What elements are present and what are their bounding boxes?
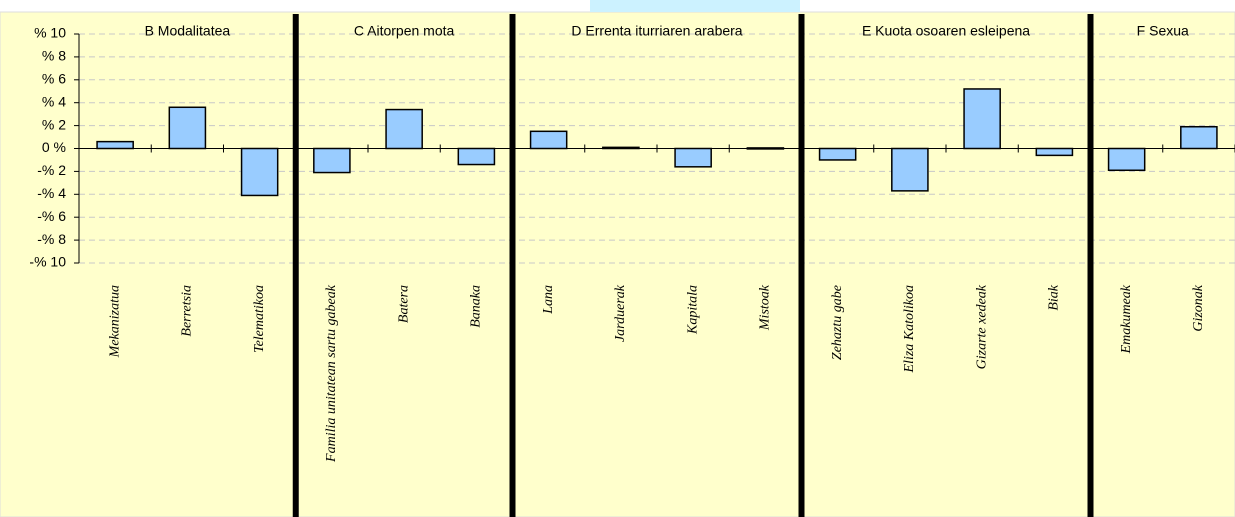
x-tick-label: Biak bbox=[1047, 284, 1062, 310]
x-tick-label: Berretsia bbox=[180, 285, 195, 337]
y-tick-label: -% 10 bbox=[29, 254, 66, 270]
bar bbox=[1107, 147, 1146, 172]
bar bbox=[818, 147, 857, 161]
x-tick-label: Telematikoa bbox=[252, 285, 267, 353]
bar bbox=[963, 88, 1001, 150]
y-tick-label: % 4 bbox=[42, 93, 66, 109]
y-tick-label: -% 8 bbox=[37, 231, 66, 247]
x-tick-label: Banaka bbox=[469, 285, 484, 328]
bar bbox=[674, 147, 712, 168]
group-title: F Sexua bbox=[1137, 23, 1189, 39]
y-tick-label: -% 6 bbox=[37, 208, 66, 224]
bar bbox=[746, 147, 785, 150]
group-title: D Errenta iturriaren arabera bbox=[571, 23, 742, 39]
bar bbox=[313, 147, 351, 174]
y-tick-label: % 10 bbox=[34, 25, 66, 41]
group-title: E Kuota osoaren esleipena bbox=[862, 23, 1030, 39]
x-tick-label: Emakumeak bbox=[1119, 284, 1134, 354]
bar bbox=[529, 130, 568, 150]
group-title: B Modalitatea bbox=[145, 23, 231, 39]
x-tick-label: Mistoak bbox=[758, 284, 773, 331]
x-tick-label: Jarduerak bbox=[613, 284, 628, 342]
bar bbox=[457, 147, 496, 166]
x-tick-label: Zehaztu gabe bbox=[830, 285, 845, 360]
bar bbox=[1180, 125, 1218, 150]
y-tick-label: -% 4 bbox=[37, 185, 66, 201]
x-tick-label: Batera bbox=[396, 285, 411, 323]
y-tick-label: 0 % bbox=[42, 139, 66, 155]
group-title: C Aitorpen mota bbox=[354, 23, 455, 39]
y-tick-label: % 8 bbox=[42, 48, 66, 64]
y-tick-label: -% 2 bbox=[37, 162, 66, 178]
x-tick-label: Mekanizatua bbox=[107, 285, 122, 358]
header-strip bbox=[590, 0, 800, 12]
x-tick-label: Gizonak bbox=[1191, 284, 1206, 331]
bar bbox=[168, 106, 207, 150]
y-tick-label: % 6 bbox=[42, 71, 66, 87]
bar bbox=[891, 147, 929, 192]
y-tick-label: % 2 bbox=[42, 116, 66, 132]
x-tick-label: Lana bbox=[541, 285, 556, 315]
chart-background bbox=[0, 11, 1235, 517]
bar bbox=[96, 140, 134, 150]
x-tick-label: Kapitala bbox=[685, 285, 700, 335]
x-tick-label: Familia unitatean sartu gabeak bbox=[324, 284, 339, 463]
bar bbox=[602, 146, 640, 150]
bar bbox=[385, 108, 423, 150]
bar bbox=[1035, 147, 1074, 157]
bar bbox=[240, 147, 279, 197]
x-tick-label: Gizarte xedeak bbox=[974, 284, 989, 369]
x-tick-label: Eliza Katolikoa bbox=[902, 285, 917, 374]
